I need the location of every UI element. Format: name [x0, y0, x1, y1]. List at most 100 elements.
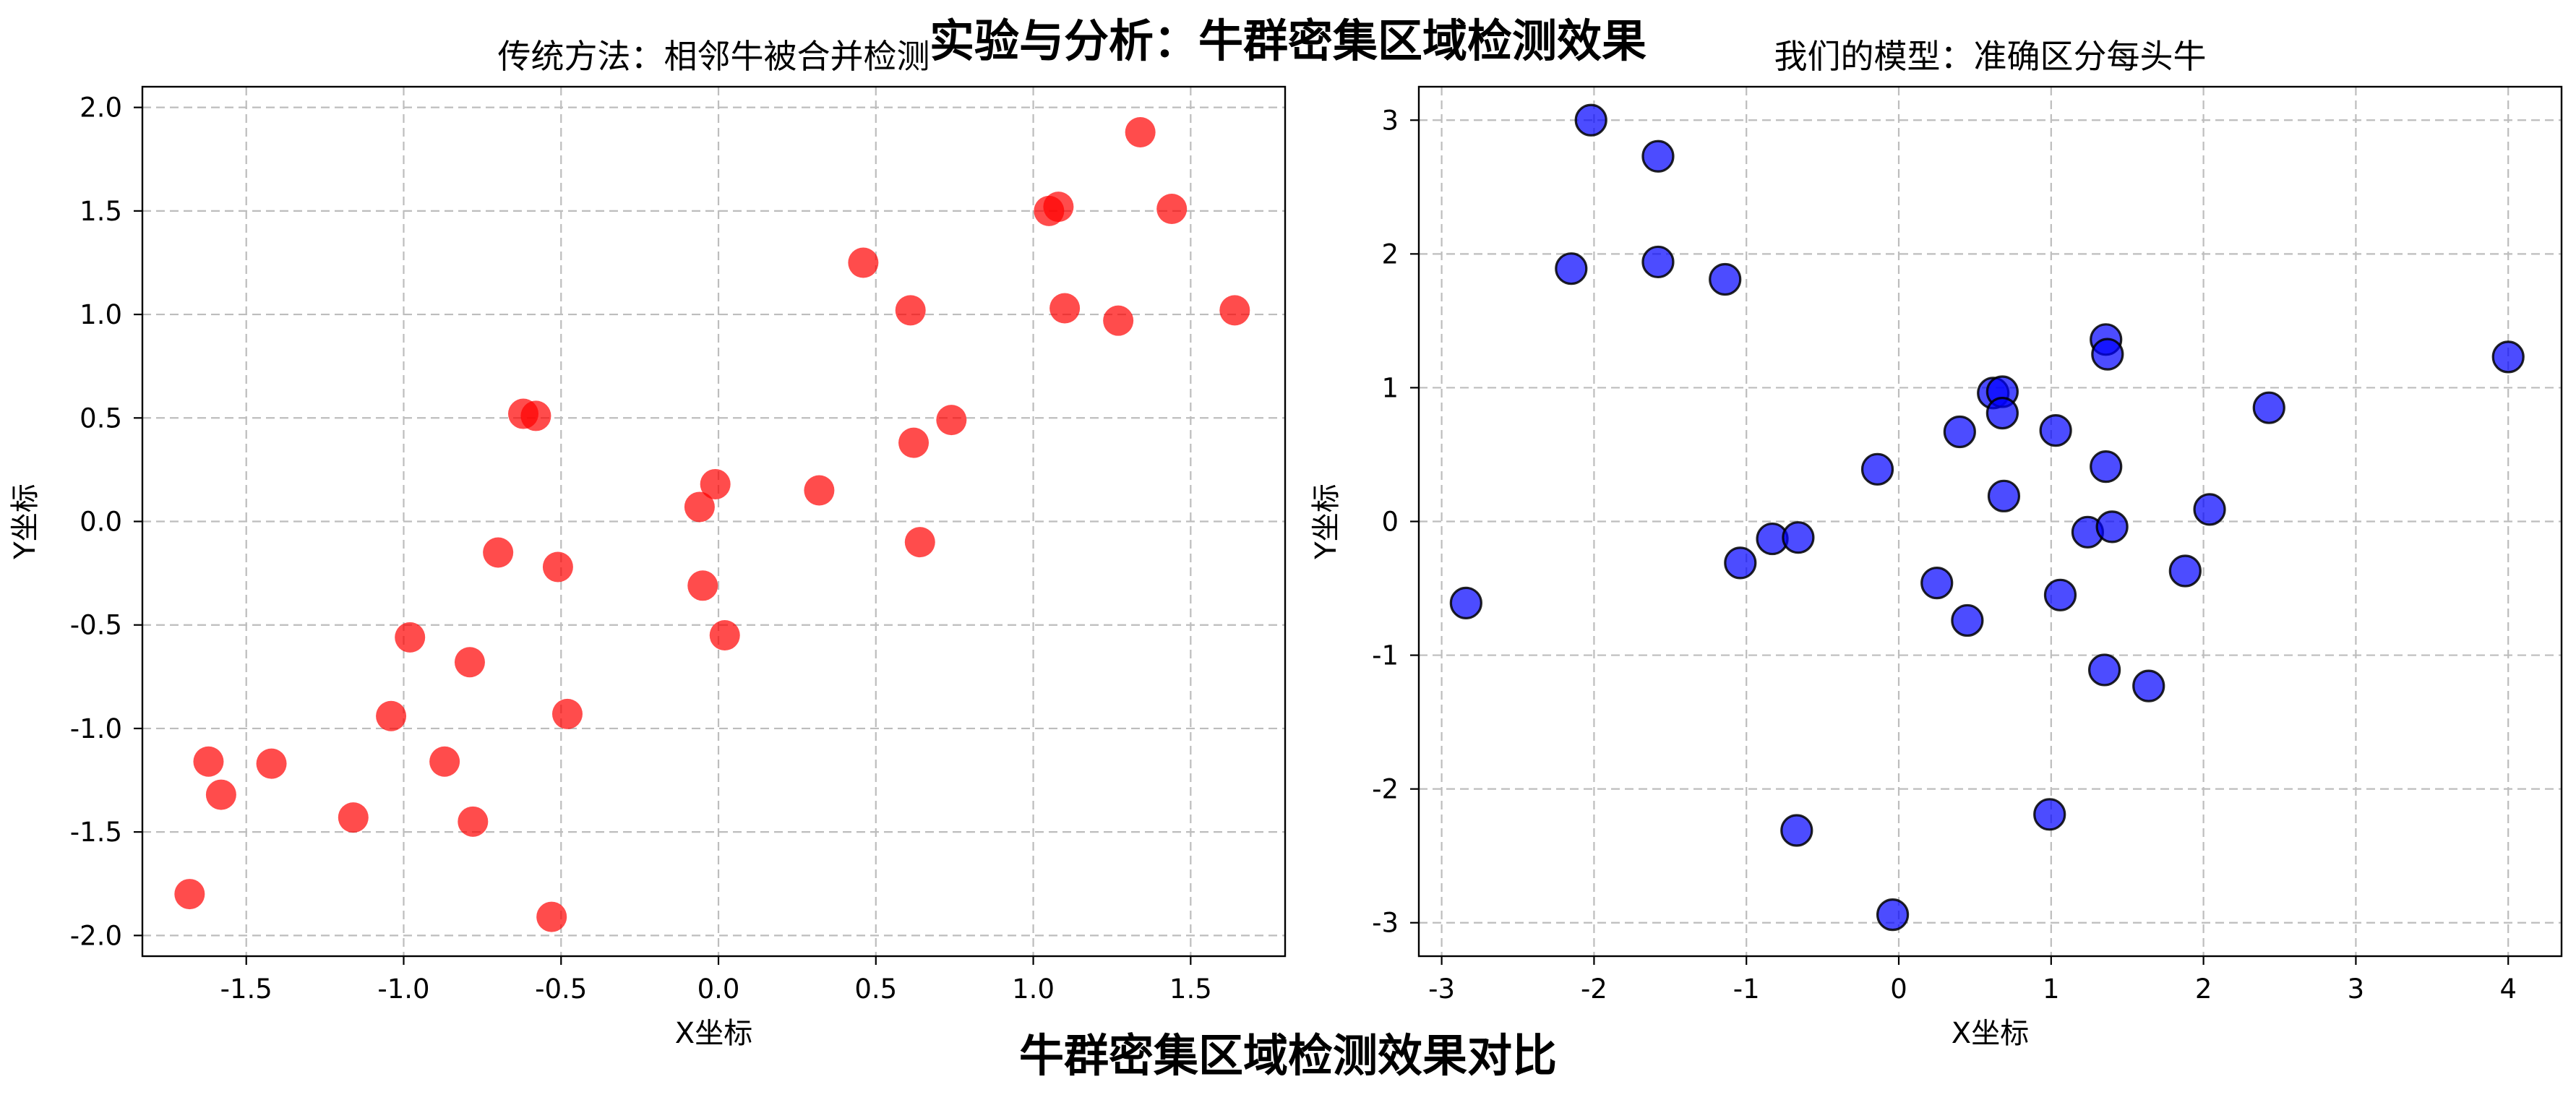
scatter-point	[700, 468, 731, 499]
scatter-point	[1449, 586, 1482, 619]
scatter-point	[205, 779, 236, 810]
x-tick-label: 0	[1890, 974, 1907, 1005]
scatter-point	[2132, 669, 2165, 702]
scatter-point	[2168, 554, 2202, 588]
x-axis-label: X坐标	[1952, 1017, 2029, 1050]
x-tick-label: -3	[1428, 974, 1455, 1005]
x-tick-label: -0.5	[535, 974, 587, 1005]
x-tick-label: 1.5	[1169, 974, 1212, 1005]
scatter-point	[2039, 414, 2072, 447]
scatter-point	[458, 806, 489, 837]
scatter-point	[2091, 338, 2124, 371]
scatter-point	[520, 400, 551, 431]
scatter-point	[709, 620, 740, 651]
x-tick-label: -1.0	[377, 974, 429, 1005]
scatter-point	[2088, 653, 2121, 687]
scatter-point	[848, 247, 879, 278]
scatter-point	[1125, 117, 1156, 148]
scatter-point	[1985, 396, 2019, 430]
x-tick-label: -1.5	[220, 974, 272, 1005]
scatter-point	[193, 746, 224, 777]
y-axis-label: Y坐标	[1310, 484, 1343, 559]
scatter-point	[2043, 578, 2077, 611]
y-tick-label: -2.0	[70, 920, 122, 951]
y-tick-label: 2	[1381, 239, 1399, 270]
scatter-point	[904, 527, 935, 558]
y-tick-label: 3	[1381, 105, 1399, 136]
scatter-point	[1782, 521, 1815, 554]
y-tick-label: 1.0	[80, 299, 122, 330]
scatter-point	[1724, 546, 1757, 580]
y-tick-label: 0.5	[80, 403, 122, 434]
scatter-point	[1156, 193, 1188, 224]
chart-title: 传统方法：相邻牛被合并检测	[498, 37, 930, 76]
scatter-point	[1987, 479, 2021, 512]
scatter-point	[1709, 262, 1742, 296]
scatter-point	[551, 698, 583, 729]
scatter-point	[256, 748, 287, 779]
x-tick-label: 2	[2195, 974, 2212, 1005]
y-tick-label: -3	[1372, 908, 1399, 939]
scatter-point	[338, 802, 369, 833]
y-tick-label: 2.0	[80, 93, 122, 124]
scatter-point	[542, 551, 573, 583]
scatter-point	[2095, 510, 2129, 543]
scatter-point	[2090, 450, 2123, 484]
x-tick-label: 1.0	[1012, 974, 1055, 1005]
scatter-point	[1574, 103, 1607, 137]
scatter-point	[1103, 305, 1134, 336]
scatter-point	[429, 746, 460, 777]
chart-title: 我们的模型：准确区分每头牛	[1774, 37, 2207, 76]
scatter-point	[2491, 340, 2525, 374]
scatter-point	[687, 570, 718, 601]
y-tick-label: 0	[1381, 507, 1399, 538]
x-tick-label: 0.0	[697, 974, 740, 1005]
scatter-point	[1219, 295, 1250, 326]
scatter-point	[483, 537, 514, 568]
scatter-point	[395, 622, 426, 653]
y-tick-label: -2	[1372, 774, 1399, 805]
x-tick-label: 0.5	[854, 974, 897, 1005]
y-tick-label: -0.5	[70, 610, 122, 641]
scatter-point	[1043, 192, 1074, 223]
y-tick-label: -1.5	[70, 817, 122, 848]
y-tick-label: 1	[1381, 372, 1399, 403]
scatter-point	[376, 700, 407, 731]
x-tick-label: 4	[2499, 974, 2517, 1005]
y-tick-label: 0.0	[80, 507, 122, 538]
chart-right-our-model: -3 -2 -1 0 1 2 3 4 -3 -2 -1 0 1 2 3 X坐标 Y坐标 我们的模型：准确区分每头牛	[1310, 37, 2563, 1050]
scatter-point	[684, 491, 715, 523]
y-axis-label: Y坐标	[9, 484, 42, 559]
scatter-point	[1641, 139, 1675, 173]
scatter-point	[1860, 452, 1894, 486]
scatter-point	[174, 879, 205, 910]
scatter-point	[936, 405, 967, 436]
x-axis-label: X坐标	[675, 1017, 752, 1050]
scatter-point	[536, 901, 567, 932]
y-tick-label: -1	[1372, 640, 1399, 671]
scatter-point	[2033, 798, 2066, 831]
scatter-point	[1920, 567, 1954, 600]
x-tick-label: 3	[2348, 974, 2365, 1005]
scatter-point	[1876, 898, 1910, 932]
x-tick-label: -1	[1733, 974, 1760, 1005]
y-tick-label: 1.5	[80, 196, 122, 227]
y-tick-label: -1.0	[70, 713, 122, 744]
scatter-point	[1951, 603, 1984, 637]
scatter-point	[1641, 245, 1675, 279]
scatter-point	[1555, 252, 1588, 285]
scatter-point	[2193, 493, 2226, 526]
scatter-point	[898, 427, 929, 458]
scatter-point	[1943, 415, 1976, 449]
scatter-point	[2252, 391, 2285, 424]
x-tick-label: -2	[1581, 974, 1607, 1005]
figure-bottom-title: 牛群密集区域检测效果对比	[1019, 1029, 1557, 1082]
scatter-point	[1780, 814, 1813, 847]
scatter-point	[895, 295, 926, 326]
x-tick-label: 1	[2043, 974, 2060, 1005]
scatter-point	[454, 647, 485, 678]
figure-top-title: 实验与分析：牛群密集区域检测效果	[929, 14, 1647, 67]
scatter-point	[804, 475, 835, 506]
chart-left-traditional-method: -1.5 -1.0 -0.5 0.0 0.5 1.0 1.5 -2.0 -1.5 -1.0 -0.5…	[9, 37, 1287, 1050]
